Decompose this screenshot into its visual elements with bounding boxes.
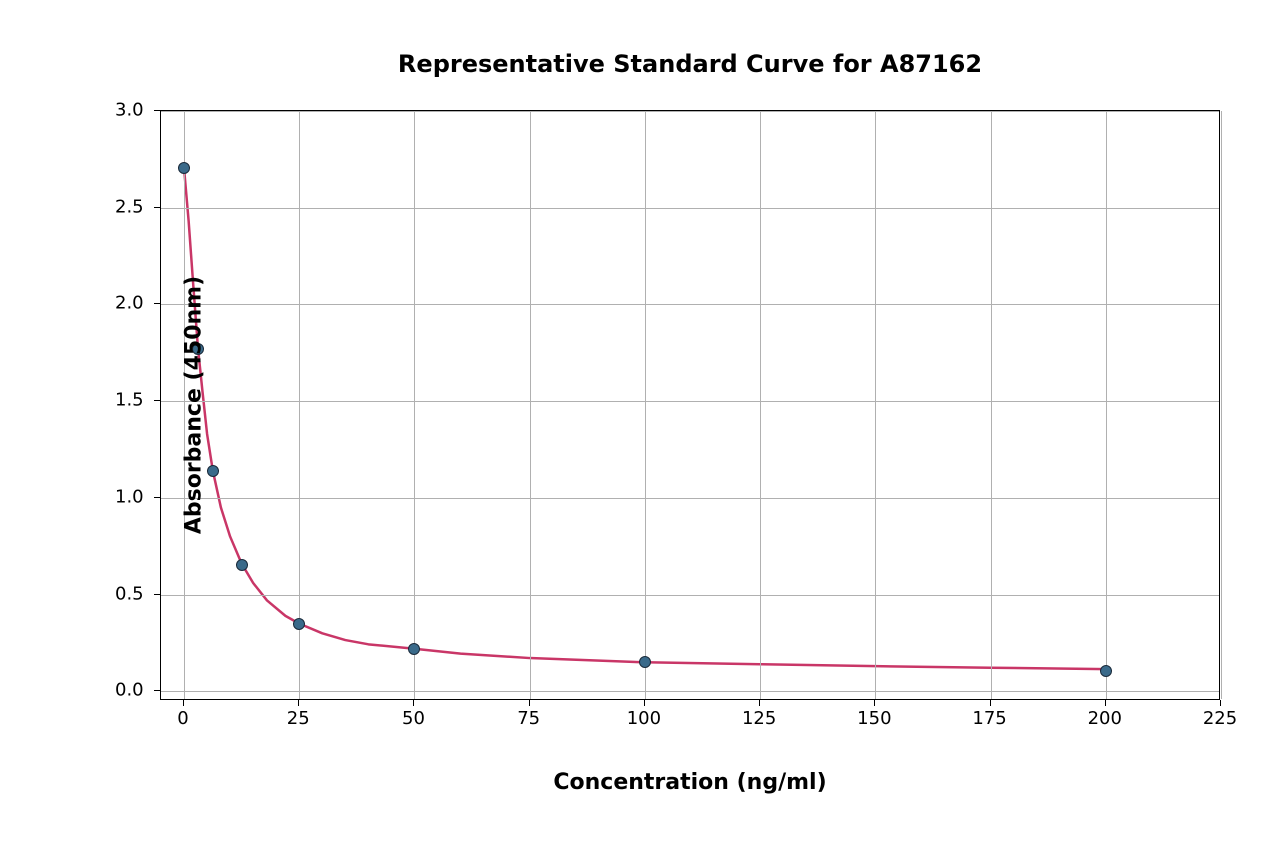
x-tick-label: 225 [1203,708,1237,729]
figure: Representative Standard Curve for A87162… [0,0,1280,845]
data-point [408,643,420,655]
grid-line-vertical [875,111,876,699]
y-tick-mark [154,400,160,401]
x-tick-mark [413,700,414,706]
grid-line-vertical [760,111,761,699]
grid-line-vertical [1106,111,1107,699]
grid-line-horizontal [161,208,1219,209]
grid-line-horizontal [161,498,1219,499]
x-tick-label: 175 [972,708,1006,729]
grid-line-horizontal [161,304,1219,305]
x-tick-mark [183,700,184,706]
x-tick-label: 150 [857,708,891,729]
data-point [236,559,248,571]
chart-title: Representative Standard Curve for A87162 [398,50,982,78]
x-tick-label: 125 [742,708,776,729]
x-tick-mark [874,700,875,706]
x-tick-label: 200 [1088,708,1122,729]
grid-line-horizontal [161,691,1219,692]
x-tick-label: 25 [287,708,310,729]
grid-line-vertical [1221,111,1222,699]
x-tick-mark [1105,700,1106,706]
y-tick-label: 2.5 [115,196,144,217]
y-tick-mark [154,497,160,498]
grid-line-vertical [991,111,992,699]
x-tick-mark [1220,700,1221,706]
data-point [1100,665,1112,677]
curve-layer [161,111,1221,701]
plot-area [160,110,1220,700]
y-tick-mark [154,110,160,111]
x-tick-mark [759,700,760,706]
x-tick-label: 100 [627,708,661,729]
data-point [207,465,219,477]
x-axis-label: Concentration (ng/ml) [553,770,826,795]
data-point [293,618,305,630]
x-tick-label: 75 [517,708,540,729]
x-tick-label: 0 [177,708,188,729]
y-tick-label: 0.0 [115,680,144,701]
grid-line-horizontal [161,401,1219,402]
x-tick-mark [298,700,299,706]
x-tick-mark [529,700,530,706]
x-tick-mark [990,700,991,706]
y-tick-label: 0.5 [115,583,144,604]
grid-line-vertical [414,111,415,699]
y-axis-label: Absorbance (450nm) [182,276,207,534]
x-tick-label: 50 [402,708,425,729]
y-tick-label: 3.0 [115,100,144,121]
grid-line-horizontal [161,111,1219,112]
y-tick-label: 1.0 [115,486,144,507]
y-tick-label: 2.0 [115,293,144,314]
y-tick-label: 1.5 [115,390,144,411]
grid-line-vertical [645,111,646,699]
grid-line-vertical [299,111,300,699]
y-tick-mark [154,207,160,208]
y-tick-mark [154,690,160,691]
y-tick-mark [154,303,160,304]
y-tick-mark [154,594,160,595]
grid-line-horizontal [161,595,1219,596]
data-point [639,656,651,668]
x-tick-mark [644,700,645,706]
grid-line-vertical [530,111,531,699]
data-point [178,162,190,174]
